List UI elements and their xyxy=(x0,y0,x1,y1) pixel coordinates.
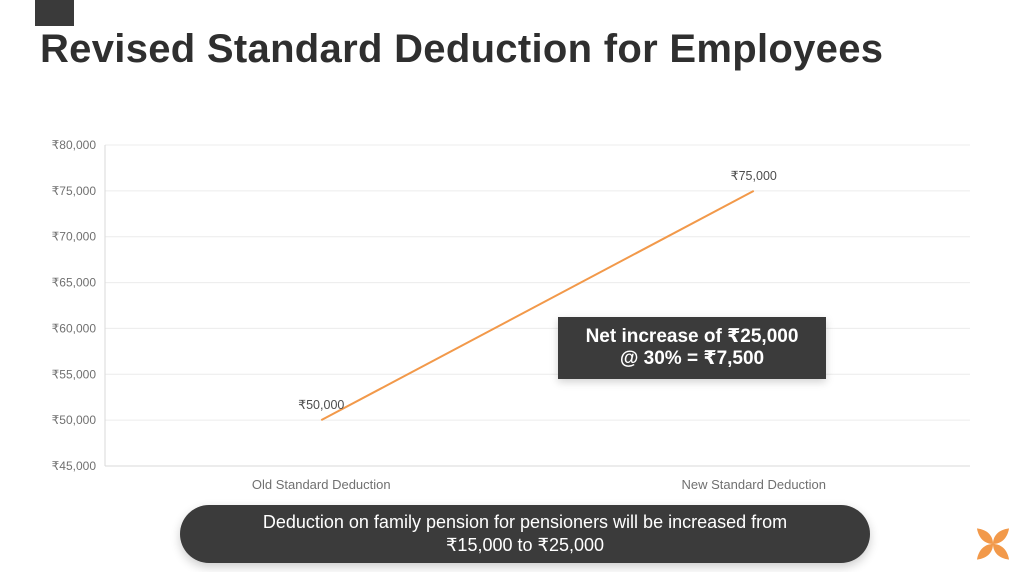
chart-canvas: ₹45,000 ₹50,000 ₹55,000 ₹60,000 ₹65,000 ₹70,0… xyxy=(52,138,970,492)
logo-petal-top-left xyxy=(976,528,993,544)
point-label: ₹50,000 xyxy=(298,398,344,412)
y-tick-label: ₹60,000 xyxy=(52,321,97,335)
y-tick-label: ₹50,000 xyxy=(52,413,97,427)
logo-petal-top-right xyxy=(993,528,1010,544)
callout-line1: Net increase of ₹25,000 xyxy=(585,326,799,347)
y-tick-label: ₹75,000 xyxy=(52,184,97,198)
logo-petal-bottom-left xyxy=(976,544,993,560)
y-tick-label: ₹80,000 xyxy=(52,138,97,152)
line-chart: ₹45,000 ₹50,000 ₹55,000 ₹60,000 ₹65,000 ₹70,0… xyxy=(45,135,971,495)
y-tick-label: ₹55,000 xyxy=(52,367,97,381)
logo-petal-bottom-right xyxy=(993,544,1010,560)
y-tick-label: ₹65,000 xyxy=(52,276,97,290)
footnote-banner: Deduction on family pension for pensione… xyxy=(180,505,870,563)
butterfly-logo-icon xyxy=(976,528,1010,560)
top-left-accent xyxy=(35,0,74,26)
trend-line xyxy=(320,189,755,422)
net-increase-callout: Net increase of ₹25,000 @ 30% = ₹7,500 xyxy=(558,317,826,379)
x-axis-label: New Standard Deduction xyxy=(681,477,826,492)
banner-line2: ₹15,000 to ₹25,000 xyxy=(445,535,605,555)
point-label: ₹75,000 xyxy=(731,169,777,183)
y-tick-label: ₹70,000 xyxy=(52,230,97,244)
y-tick-label: ₹45,000 xyxy=(52,459,97,473)
page-title: Revised Standard Deduction for Employees xyxy=(40,27,884,71)
banner-line1: Deduction on family pension for pensione… xyxy=(262,512,788,532)
callout-line2: @ 30% = ₹7,500 xyxy=(619,348,765,369)
x-axis-label: Old Standard Deduction xyxy=(252,477,391,492)
